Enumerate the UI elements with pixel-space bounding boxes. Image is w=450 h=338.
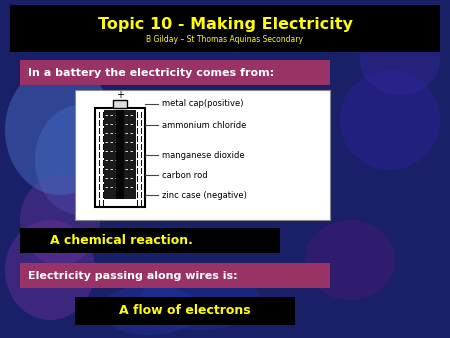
Ellipse shape	[360, 25, 440, 95]
Ellipse shape	[5, 65, 115, 195]
Bar	[113, 100, 127, 108]
Ellipse shape	[20, 175, 100, 265]
Ellipse shape	[225, 140, 295, 200]
Bar	[10, 5, 440, 52]
Ellipse shape	[5, 220, 95, 320]
Bar	[20, 263, 330, 288]
Text: In a battery the electricity comes from:: In a battery the electricity comes from:	[28, 68, 274, 78]
Text: Topic 10 - Making Electricity: Topic 10 - Making Electricity	[98, 17, 352, 31]
Text: manganese dioxide: manganese dioxide	[162, 150, 245, 160]
Bar	[75, 90, 330, 220]
Text: carbon rod: carbon rod	[162, 170, 207, 179]
Text: ammonium chloride: ammonium chloride	[162, 121, 247, 129]
Text: +: +	[116, 90, 124, 100]
Ellipse shape	[100, 285, 200, 335]
Text: zinc case (negative): zinc case (negative)	[162, 191, 247, 199]
Text: metal cap(positive): metal cap(positive)	[162, 99, 243, 108]
Bar	[104, 110, 136, 199]
Bar	[116, 110, 124, 199]
Bar	[95, 108, 145, 207]
Ellipse shape	[340, 70, 440, 170]
Bar	[20, 60, 330, 85]
Ellipse shape	[305, 220, 395, 300]
Ellipse shape	[35, 105, 125, 215]
Ellipse shape	[140, 270, 260, 330]
Text: A chemical reaction.: A chemical reaction.	[50, 235, 193, 247]
Bar	[75, 297, 295, 325]
Text: B Gilday – St Thomas Aquinas Secondary: B Gilday – St Thomas Aquinas Secondary	[147, 35, 303, 45]
Text: A flow of electrons: A flow of electrons	[119, 305, 251, 317]
Bar	[20, 228, 280, 253]
Text: Electricity passing along wires is:: Electricity passing along wires is:	[28, 271, 238, 281]
